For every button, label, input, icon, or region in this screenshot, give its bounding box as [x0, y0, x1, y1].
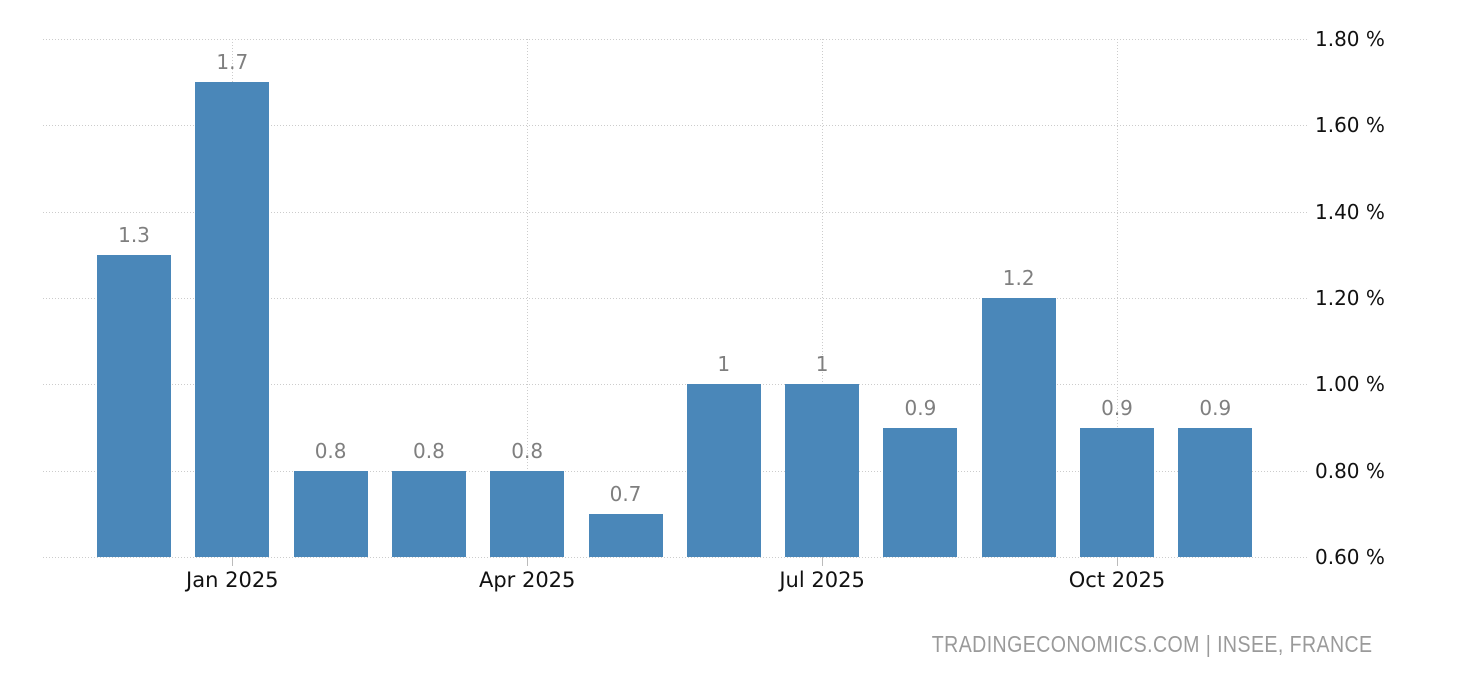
bar[interactable]	[195, 82, 270, 557]
h-gridline	[43, 470, 1308, 472]
bar[interactable]	[981, 298, 1056, 557]
bar[interactable]	[588, 513, 663, 557]
plot-area: 1.3 1.7 0.8 0.8 0.8 0.7 1 1 0.9 1.2 0.9 0.9	[43, 39, 1308, 558]
x-axis-tick-mark	[822, 557, 824, 566]
bar-value-label: 0.8	[511, 438, 544, 463]
y-axis-tick-label: 1.40 %	[1315, 199, 1385, 224]
h-gridline	[43, 298, 1308, 299]
y-axis-tick-label: 1.20 %	[1315, 286, 1385, 310]
v-gridline	[527, 39, 529, 557]
h-gridline	[43, 211, 1308, 213]
v-gridline	[1117, 39, 1118, 557]
bar-value-label: 1	[815, 352, 829, 377]
bar[interactable]	[686, 384, 761, 557]
x-axis-tick-mark	[232, 557, 234, 566]
bar[interactable]	[391, 470, 466, 557]
x-axis-tick-label: Apr 2025	[478, 568, 576, 592]
x-axis-tick-label: Jan 2025	[186, 568, 279, 592]
y-axis-tick-label: 1.60 %	[1315, 113, 1385, 138]
bar-value-label: 0.8	[412, 438, 445, 463]
bar[interactable]	[293, 470, 368, 557]
y-axis-tick-label: 1.80 %	[1315, 27, 1385, 51]
bar-value-label: 0.9	[904, 395, 937, 420]
h-gridline	[43, 557, 1308, 558]
h-gridline	[43, 39, 1308, 40]
bar-value-label: 1	[717, 352, 731, 377]
bar-value-label: 0.9	[1199, 395, 1232, 420]
bar[interactable]	[785, 384, 860, 557]
bar[interactable]	[883, 427, 958, 557]
y-axis-tick-label: 0.80 %	[1315, 458, 1385, 483]
bar-value-label: 0.8	[314, 438, 347, 463]
h-gridline	[43, 125, 1308, 127]
bar[interactable]	[1080, 427, 1154, 557]
bar-value-label: 1.3	[118, 222, 150, 247]
x-axis-tick-label: Jul 2025	[779, 568, 865, 592]
x-axis-tick-label: Oct 2025	[1068, 568, 1166, 592]
bar[interactable]	[97, 254, 171, 557]
bar-value-label: 0.9	[1101, 395, 1133, 420]
bar[interactable]	[490, 470, 565, 557]
h-gridline	[43, 384, 1308, 386]
y-axis-tick-label: 0.60 %	[1315, 545, 1385, 569]
y-axis-tick-label: 1.00 %	[1315, 372, 1385, 397]
bar[interactable]	[1178, 427, 1253, 557]
attribution-text: TRADINGECONOMICS.COM | INSEE, FRANCE	[932, 631, 1373, 657]
bar-value-label: 1.2	[1002, 266, 1035, 290]
x-axis-tick-mark	[527, 557, 529, 566]
bar-value-label: 1.7	[216, 50, 249, 75]
bar-value-label: 0.7	[609, 481, 642, 506]
v-gridline	[822, 39, 824, 557]
x-axis-tick-mark	[1117, 557, 1118, 566]
